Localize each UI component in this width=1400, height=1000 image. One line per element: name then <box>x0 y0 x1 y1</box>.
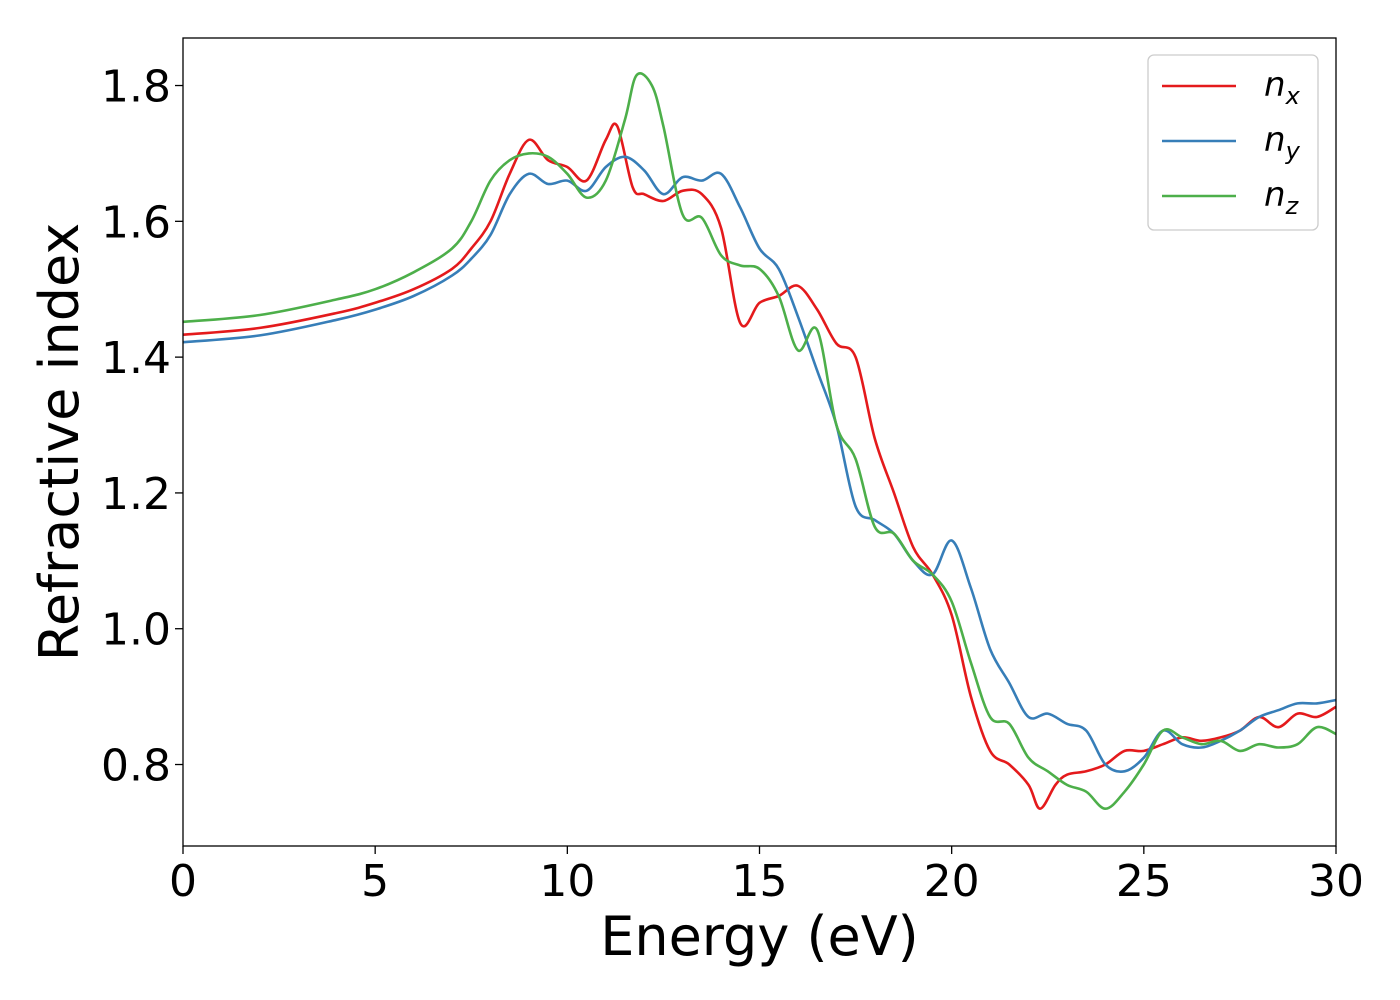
plot-background <box>183 38 1336 846</box>
y-tick-label: 0.8 <box>101 741 171 792</box>
y-tick-label: 1.4 <box>101 333 171 384</box>
y-axis-label: Refractive index <box>28 223 91 662</box>
x-tick-label: 25 <box>1116 856 1172 907</box>
x-tick-label: 10 <box>539 856 595 907</box>
x-axis-label: Energy (eV) <box>600 905 919 968</box>
y-tick-label: 1.0 <box>101 605 171 656</box>
y-tick-label: 1.6 <box>101 197 171 248</box>
x-tick-label: 5 <box>361 856 389 907</box>
y-tick-label: 1.8 <box>101 62 171 113</box>
legend-box <box>1147 54 1319 231</box>
series-line-x <box>182 122 1337 810</box>
x-tick-label: 20 <box>924 856 980 907</box>
y-axis-ticks: 0.8 1.0 1.2 1.4 1.6 1.8 <box>101 62 183 792</box>
x-tick-label: 0 <box>169 856 197 907</box>
x-tick-label: 15 <box>732 856 788 907</box>
x-tick-label: 30 <box>1308 856 1364 907</box>
series-line-y <box>182 155 1337 773</box>
series-layer <box>182 72 1337 810</box>
x-axis-ticks: 0 5 10 15 20 25 30 <box>169 846 1364 907</box>
y-tick-label: 1.2 <box>101 469 171 520</box>
series-line-z <box>182 72 1337 810</box>
